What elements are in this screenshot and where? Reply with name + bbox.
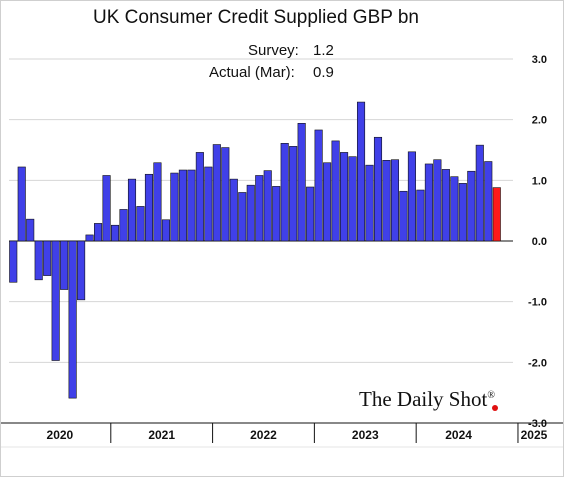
actual-value: 0.9 (313, 64, 334, 81)
data-bar (127, 178, 137, 242)
data-bar (204, 166, 213, 242)
data-bar (280, 143, 289, 242)
data-bar (450, 176, 459, 242)
data-bar (340, 152, 349, 242)
data-bar (195, 152, 204, 242)
data-bar (365, 164, 374, 242)
y-tick-label: 2.0 (532, 115, 547, 127)
data-bar (348, 156, 357, 242)
data-bar (323, 162, 332, 242)
data-bar (255, 175, 264, 242)
data-bar (85, 234, 94, 242)
data-bar (382, 160, 391, 242)
data-bar (263, 170, 272, 242)
data-bar (136, 206, 145, 242)
data-bar (314, 129, 323, 242)
data-bar (433, 159, 442, 242)
data-bar (212, 144, 221, 242)
data-bar (229, 178, 238, 242)
data-bar (60, 240, 69, 290)
x-tick-label: 2020 (47, 428, 74, 442)
data-bar (373, 136, 383, 242)
logo-mark: ® (487, 390, 495, 401)
x-tick-label: 2023 (352, 428, 379, 442)
data-bar (34, 240, 43, 281)
data-bar (221, 147, 230, 242)
survey-label: Survey: (248, 42, 299, 59)
data-bar (68, 240, 77, 399)
data-bar (416, 189, 425, 242)
data-bar (110, 224, 120, 242)
data-bar (306, 186, 315, 242)
data-bar (407, 151, 416, 242)
survey-value: 1.2 (313, 42, 334, 59)
chart-title: UK Consumer Credit Supplied GBP bn (93, 7, 419, 28)
data-bar (331, 140, 340, 242)
data-bar (153, 162, 162, 242)
x-tick-label: 2025 (521, 428, 548, 442)
data-bar (272, 186, 281, 242)
highlighted-bar (492, 187, 501, 242)
data-bar (238, 192, 247, 242)
data-bar (43, 240, 52, 276)
data-bar (390, 159, 400, 242)
data-bar (289, 146, 298, 242)
data-bar (458, 183, 467, 242)
data-bar (119, 209, 128, 242)
data-bar (356, 101, 366, 242)
y-tick-label: 0.0 (532, 236, 547, 248)
data-bar (297, 123, 306, 242)
logo-dot-icon (492, 405, 498, 411)
data-bar (424, 163, 433, 242)
data-bar (51, 240, 60, 361)
y-tick-label: -3.0 (528, 418, 547, 430)
data-bar (77, 240, 86, 301)
logo-text: The Daily Shot (359, 387, 488, 411)
y-tick-label: -2.0 (528, 357, 547, 369)
actual-label: Actual (Mar): (209, 64, 295, 81)
x-tick-label: 2021 (148, 428, 175, 442)
y-tick-label: -1.0 (528, 297, 547, 309)
data-bar (178, 169, 187, 242)
data-bar (475, 144, 484, 242)
data-bar (161, 219, 170, 242)
data-bar (17, 166, 26, 242)
data-bar (187, 169, 196, 242)
x-tick-label: 2022 (250, 428, 277, 442)
data-bar (9, 240, 18, 283)
data-bar (467, 170, 476, 242)
data-bar (94, 223, 103, 242)
y-tick-label: 1.0 (532, 175, 547, 187)
x-tick-label: 2024 (445, 428, 472, 442)
data-bar (102, 175, 111, 242)
daily-shot-logo: The Daily Shot® (359, 387, 495, 412)
y-tick-label: 3.0 (532, 54, 547, 66)
data-bar (170, 172, 179, 242)
data-bar (399, 190, 408, 242)
data-bar (484, 161, 493, 242)
data-bar (246, 184, 255, 242)
data-bar (441, 169, 450, 242)
data-bar (144, 173, 154, 242)
data-bar (26, 218, 35, 242)
